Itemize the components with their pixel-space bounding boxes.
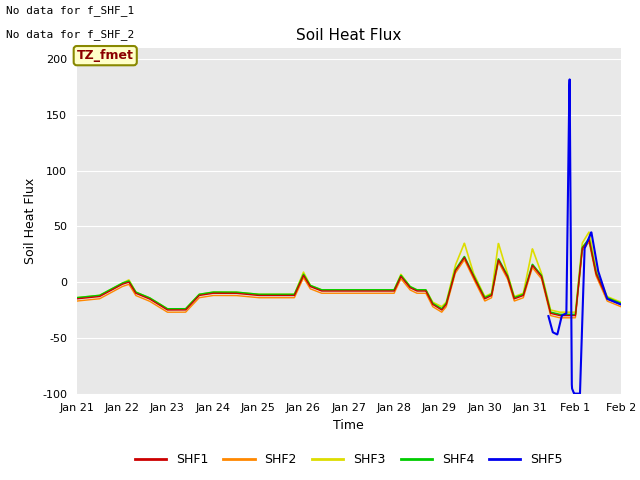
SHF3 <box>501 263 509 268</box>
SHF3 <box>337 287 345 293</box>
SHF1 <box>602 292 609 298</box>
Line: SHF2: SHF2 <box>77 242 621 318</box>
SHF3 <box>100 290 108 296</box>
SHF2 <box>323 290 331 296</box>
SHF3 <box>585 229 593 235</box>
SHF5 <box>601 289 609 295</box>
Line: SHF4: SHF4 <box>77 239 621 314</box>
SHF3 <box>602 290 609 296</box>
Text: No data for f_SHF_1: No data for f_SHF_1 <box>6 5 134 16</box>
Title: Soil Heat Flux: Soil Heat Flux <box>296 28 401 43</box>
Legend: SHF1, SHF2, SHF3, SHF4, SHF5: SHF1, SHF2, SHF3, SHF4, SHF5 <box>130 448 568 471</box>
SHF2 <box>337 290 345 296</box>
SHF4 <box>602 291 609 297</box>
SHF2 <box>501 272 509 277</box>
SHF1 <box>100 291 108 297</box>
SHF1 <box>337 288 345 294</box>
SHF1 <box>501 269 509 275</box>
SHF2 <box>602 294 609 300</box>
SHF2 <box>556 315 564 321</box>
X-axis label: Time: Time <box>333 419 364 432</box>
SHF2 <box>617 304 625 310</box>
SHF1 <box>602 292 609 298</box>
SHF4 <box>100 290 108 296</box>
Y-axis label: Soil Heat Flux: Soil Heat Flux <box>24 178 36 264</box>
SHF5 <box>617 301 625 307</box>
SHF2 <box>73 298 81 304</box>
SHF4 <box>556 312 564 317</box>
Line: SHF3: SHF3 <box>77 232 621 312</box>
Text: TZ_fmet: TZ_fmet <box>77 49 134 62</box>
SHF1 <box>73 296 81 302</box>
SHF4 <box>501 268 509 274</box>
SHF4 <box>73 295 81 300</box>
SHF3 <box>556 309 564 315</box>
SHF4 <box>585 236 593 241</box>
SHF2 <box>585 239 593 245</box>
SHF4 <box>617 300 625 306</box>
Line: SHF5: SHF5 <box>548 79 621 394</box>
Text: No data for f_SHF_2: No data for f_SHF_2 <box>6 29 134 40</box>
Line: SHF1: SHF1 <box>77 240 621 315</box>
SHF2 <box>602 294 609 300</box>
SHF4 <box>323 287 331 293</box>
SHF3 <box>602 289 609 295</box>
SHF1 <box>323 288 331 294</box>
SHF3 <box>617 300 625 305</box>
SHF4 <box>602 290 609 296</box>
SHF3 <box>73 295 81 300</box>
SHF3 <box>323 287 331 293</box>
SHF1 <box>556 312 564 318</box>
SHF1 <box>617 301 625 307</box>
SHF4 <box>337 287 345 293</box>
SHF5 <box>601 288 609 294</box>
SHF2 <box>100 293 108 299</box>
SHF1 <box>585 237 593 243</box>
